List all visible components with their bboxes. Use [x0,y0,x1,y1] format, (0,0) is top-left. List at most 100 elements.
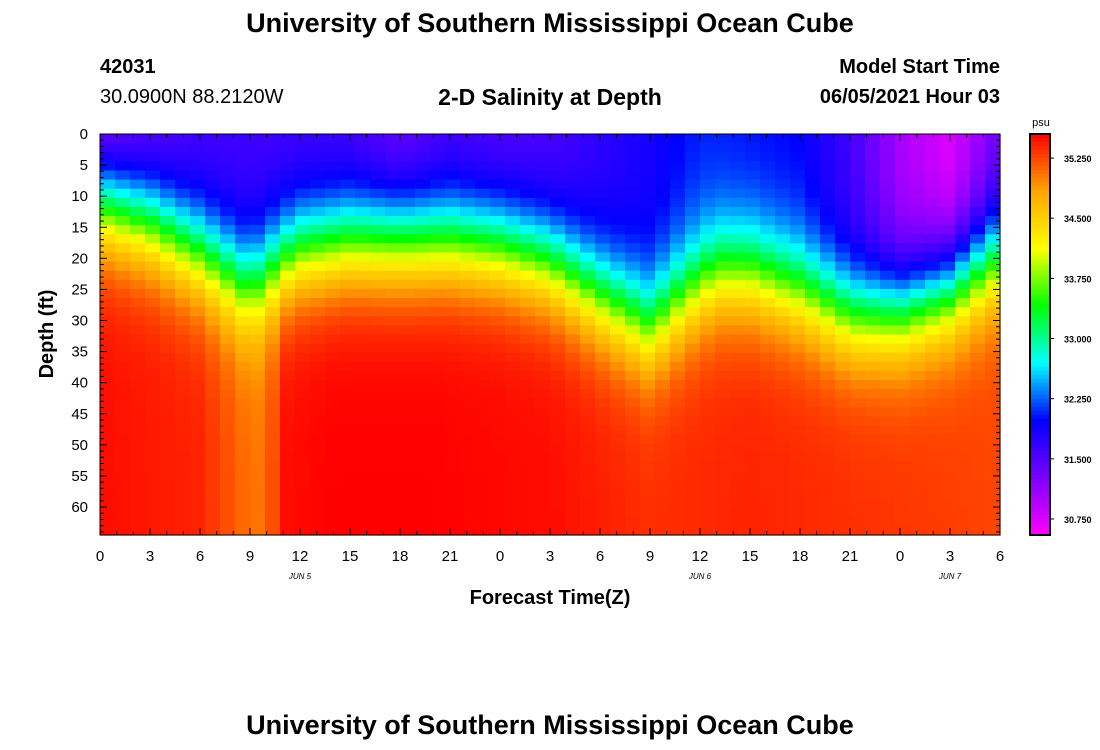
heatmap-cell [820,225,836,235]
heatmap-cell [385,352,401,363]
heatmap-cell [565,152,581,162]
heatmap-cell [130,316,146,326]
colorbar-tick-label: 33.750 [1064,274,1092,284]
heatmap-cell [700,471,716,481]
heatmap-cell [640,252,656,263]
heatmap-cell [745,407,761,418]
heatmap-cell [430,161,446,172]
heatmap-cell [895,471,911,481]
heatmap-cell [355,452,371,463]
heatmap-cell [685,489,701,500]
heatmap-cell [715,443,731,454]
heatmap-cell [595,298,611,308]
colorbar-segment [1030,190,1050,195]
heatmap-cell [490,152,506,162]
heatmap-cell [685,234,701,244]
heatmap-cell [250,462,266,472]
heatmap-cell [265,216,281,226]
heatmap-cell [490,398,506,409]
heatmap-cell [970,325,986,336]
x-tick-label: 0 [96,548,104,565]
heatmap-cell [910,343,926,354]
heatmap-cell [940,452,956,463]
heatmap-cell [400,270,416,281]
heatmap-cell [685,206,701,217]
heatmap-cell [220,288,236,299]
heatmap-cell [445,307,461,317]
heatmap-cell [355,252,371,263]
heatmap-cell [445,134,461,144]
heatmap-cell [970,298,986,308]
heatmap-cell [115,225,131,235]
heatmap-cell [400,525,416,536]
heatmap-cell [835,452,851,463]
heatmap-cell [505,152,521,162]
heatmap-cell [220,325,236,336]
heatmap-cell [445,216,461,226]
heatmap-cell [235,398,251,409]
heatmap-cell [265,270,281,281]
heatmap-cell [325,261,341,272]
heatmap-cell [835,225,851,235]
heatmap-cell [805,170,821,181]
heatmap-cell [325,270,341,281]
heatmap-cell [265,188,281,199]
heatmap-cell [970,507,986,518]
heatmap-cell [175,288,191,299]
heatmap-cell [430,462,446,472]
heatmap-cell [100,243,116,254]
heatmap-cell [730,462,746,472]
heatmap-cell [670,143,686,153]
heatmap-cell [250,261,266,272]
heatmap-cell [805,234,821,244]
heatmap-cell [235,307,251,317]
heatmap-cell [910,170,926,181]
heatmap-cell [805,316,821,326]
heatmap-cell [205,425,221,436]
heatmap-cell [910,307,926,317]
heatmap-cell [610,443,626,454]
heatmap-cell [670,480,686,491]
heatmap-cell [715,225,731,235]
heatmap-cell [580,398,596,409]
heatmap-cell [580,452,596,463]
heatmap-cell [175,143,191,153]
heatmap-cell [925,270,941,281]
heatmap-cell [295,443,311,454]
heatmap-cell [145,352,161,363]
heatmap-cell [670,152,686,162]
heatmap-cell [790,161,806,172]
heatmap-cell [415,434,431,445]
heatmap-cell [340,307,356,317]
heatmap-cell [520,134,536,144]
heatmap-cell [475,389,491,399]
heatmap-cell [760,425,776,436]
heatmap-cell [460,270,476,281]
heatmap-cell [205,261,221,272]
heatmap-cell [550,398,566,409]
date-label: JUN 7 [938,572,962,581]
heatmap-cell [175,270,191,281]
heatmap-cell [685,398,701,409]
heatmap-cell [415,270,431,281]
heatmap-cell [400,380,416,390]
heatmap-cell [700,498,716,509]
heatmap-cell [820,252,836,263]
heatmap-cell [730,179,746,190]
heatmap-cell [880,434,896,445]
heatmap-cell [940,216,956,226]
heatmap-cell [820,216,836,226]
heatmap-cell [640,434,656,445]
heatmap-cell [430,298,446,308]
heatmap-cell [745,252,761,263]
colorbar-tick-label: 33.000 [1064,335,1092,345]
heatmap-cell [925,252,941,263]
heatmap-cell [610,416,626,427]
x-tick-label: 12 [292,548,309,565]
heatmap-cell [175,389,191,399]
heatmap-cell [580,243,596,254]
heatmap-cell [520,380,536,390]
heatmap-cell [100,471,116,481]
heatmap-cell [475,489,491,500]
heatmap-cell [145,370,161,381]
